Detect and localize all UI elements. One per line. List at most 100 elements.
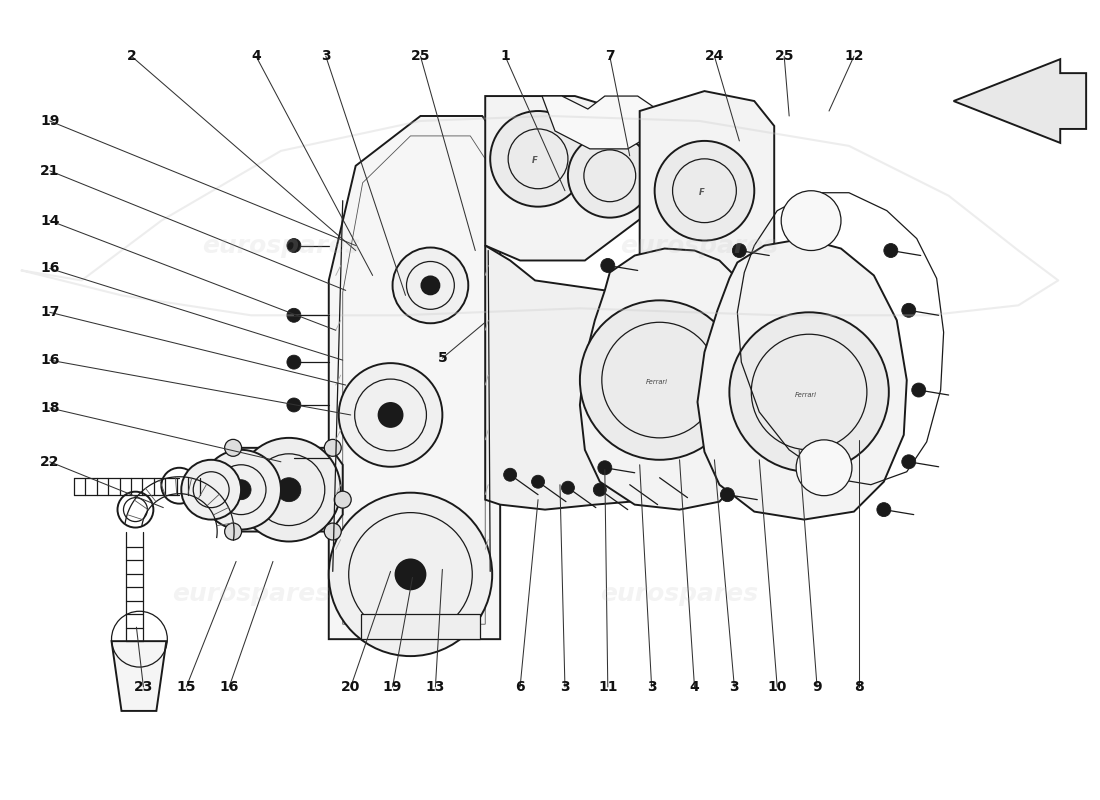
Circle shape	[224, 439, 242, 456]
Circle shape	[672, 159, 736, 222]
Circle shape	[653, 471, 667, 484]
Text: 16: 16	[219, 680, 239, 694]
Circle shape	[654, 141, 755, 241]
Text: 3: 3	[729, 680, 739, 694]
Circle shape	[912, 383, 926, 397]
Circle shape	[593, 483, 606, 496]
Text: 25: 25	[410, 49, 430, 63]
Circle shape	[182, 460, 241, 519]
Text: 16: 16	[40, 262, 59, 275]
Circle shape	[602, 322, 717, 438]
Circle shape	[877, 502, 891, 517]
Text: 1: 1	[500, 49, 510, 63]
Polygon shape	[485, 246, 704, 510]
Polygon shape	[697, 238, 906, 519]
Text: 3: 3	[321, 49, 331, 63]
Circle shape	[378, 403, 403, 427]
Circle shape	[531, 475, 544, 488]
Polygon shape	[329, 116, 500, 639]
Text: Ferrari: Ferrari	[795, 392, 817, 398]
Circle shape	[277, 478, 301, 502]
Circle shape	[224, 523, 242, 540]
Circle shape	[491, 111, 586, 206]
Polygon shape	[640, 91, 774, 288]
Text: eurospares: eurospares	[601, 582, 759, 606]
Circle shape	[324, 439, 341, 456]
Text: 23: 23	[134, 680, 153, 694]
Circle shape	[883, 243, 898, 258]
Text: 18: 18	[40, 401, 59, 415]
Text: 3: 3	[647, 680, 657, 694]
Text: 21: 21	[40, 164, 59, 178]
Circle shape	[287, 238, 301, 253]
Text: 2: 2	[126, 49, 136, 63]
Circle shape	[329, 493, 492, 656]
Text: 19: 19	[383, 680, 403, 694]
Polygon shape	[361, 614, 481, 639]
Circle shape	[421, 277, 439, 294]
Circle shape	[334, 491, 351, 508]
Text: 5: 5	[438, 351, 448, 365]
Text: 6: 6	[515, 680, 525, 694]
Circle shape	[733, 243, 746, 258]
Text: 19: 19	[40, 114, 59, 128]
Circle shape	[287, 398, 301, 412]
Text: 9: 9	[812, 680, 822, 694]
Circle shape	[349, 513, 472, 636]
Circle shape	[287, 308, 301, 322]
Text: eurospares: eurospares	[620, 234, 779, 258]
Circle shape	[238, 438, 341, 542]
Text: eurospares: eurospares	[172, 582, 330, 606]
Circle shape	[217, 465, 266, 514]
Text: 12: 12	[844, 49, 864, 63]
Circle shape	[287, 451, 301, 465]
Polygon shape	[954, 59, 1086, 143]
Circle shape	[393, 247, 469, 323]
Circle shape	[561, 482, 574, 494]
Text: 10: 10	[768, 680, 786, 694]
Polygon shape	[111, 641, 166, 711]
Circle shape	[601, 258, 615, 273]
Text: Ferrari: Ferrari	[646, 379, 668, 385]
Text: 17: 17	[40, 306, 59, 319]
Polygon shape	[485, 96, 645, 261]
Circle shape	[287, 355, 301, 369]
Circle shape	[580, 300, 739, 460]
Text: 22: 22	[40, 454, 59, 469]
Circle shape	[407, 262, 454, 310]
Circle shape	[194, 472, 229, 508]
Circle shape	[597, 461, 612, 474]
Text: 4: 4	[690, 680, 700, 694]
Text: 24: 24	[705, 49, 724, 63]
Circle shape	[339, 363, 442, 466]
Text: 14: 14	[40, 214, 59, 228]
Text: 20: 20	[341, 680, 361, 694]
Text: 25: 25	[774, 49, 794, 63]
Text: 3: 3	[560, 680, 570, 694]
Text: 4: 4	[251, 49, 261, 63]
Circle shape	[720, 488, 735, 502]
Polygon shape	[542, 96, 660, 149]
Circle shape	[201, 450, 280, 530]
Polygon shape	[580, 249, 739, 510]
Circle shape	[729, 312, 889, 472]
Circle shape	[324, 523, 341, 540]
Circle shape	[568, 134, 651, 218]
Circle shape	[354, 379, 427, 451]
Circle shape	[504, 468, 517, 482]
Text: 7: 7	[605, 49, 615, 63]
Text: F: F	[532, 156, 538, 166]
Circle shape	[751, 334, 867, 450]
Text: 16: 16	[40, 353, 59, 367]
Circle shape	[781, 190, 842, 250]
Circle shape	[796, 440, 851, 496]
Text: 13: 13	[426, 680, 446, 694]
Text: 8: 8	[854, 680, 864, 694]
Circle shape	[253, 454, 324, 526]
Polygon shape	[223, 448, 343, 531]
Text: 15: 15	[176, 680, 196, 694]
Text: 11: 11	[598, 680, 617, 694]
Circle shape	[396, 559, 426, 590]
Circle shape	[231, 480, 251, 500]
Circle shape	[902, 455, 915, 469]
